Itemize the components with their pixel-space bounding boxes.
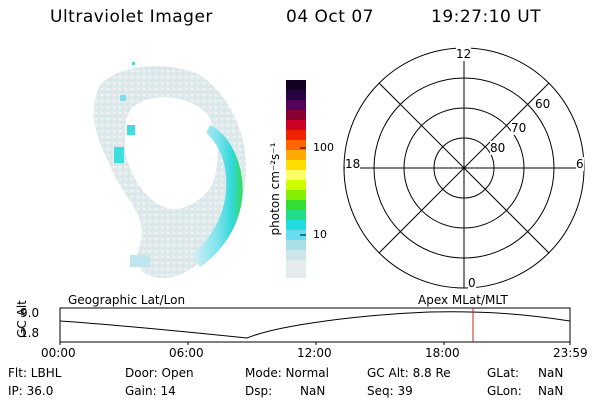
lat-label-80: 80 [490,141,506,155]
timeline-x-tick-2359: 23:59 [553,346,588,360]
glon-value: NaN [538,384,564,398]
lat-label-70: 70 [511,121,527,135]
mlt-label-18: 18 [345,157,361,171]
glat-label: GLat: [487,366,520,380]
date-label: 04 Oct 07 [286,7,374,27]
gc-alt-info: GC Alt: 8.8 Re [367,366,451,380]
ip-info: IP: 36.0 [8,384,54,398]
colorbar-tick-100: 100 [313,141,334,154]
timeline-x-tick-0600: 06:00 [169,346,204,360]
time-label: 19:27:10 UT [431,7,542,27]
mlt-label-6: 6 [576,157,584,171]
gain-info: Gain: 14 [125,384,176,398]
mlt-label-0: 0 [468,276,476,290]
timeline-y-tick-min: 1.8 [20,326,40,340]
filter-info: Flt: LBHL [8,366,62,380]
timeline-right-caption: Apex MLat/MLT [418,293,508,307]
color-scale-bar [286,80,306,278]
altitude-timeline-chart [59,307,571,345]
colorbar-tick-10: 10 [313,228,327,241]
glat-value: NaN [538,366,564,380]
timeline-left-caption: Geographic Lat/Lon [68,293,186,307]
timeline-x-tick-1800: 18:00 [425,346,460,360]
auroral-image [93,62,247,279]
instrument-title: Ultraviolet Imager [50,7,213,27]
lat-label-60: 60 [535,97,551,111]
glon-label: GLon: [487,384,522,398]
altitude-curve [59,311,571,339]
dsp-label: Dsp: [245,384,273,398]
mlt-label-12: 12 [456,47,472,61]
door-info: Door: Open [125,366,194,380]
timeline-y-tick-max: 9.0 [20,306,40,320]
polar-grid-plot [343,47,585,289]
timeline-x-tick-1200: 12:00 [297,346,332,360]
colorbar-label: photon cm⁻²s⁻¹ [268,142,282,236]
mode-info: Mode: Normal [245,366,329,380]
timeline-x-tick-0000: 00:00 [41,346,76,360]
seq-info: Seq: 39 [367,384,413,398]
dsp-value: NaN [300,384,326,398]
